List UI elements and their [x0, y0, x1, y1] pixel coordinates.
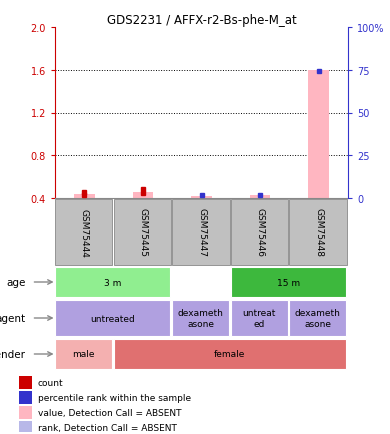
Bar: [289, 199, 347, 266]
Title: GDS2231 / AFFX-r2-Bs-phe-M_at: GDS2231 / AFFX-r2-Bs-phe-M_at: [106, 14, 296, 27]
Text: 15 m: 15 m: [277, 278, 300, 287]
Text: male: male: [72, 350, 95, 358]
Text: GSM75445: GSM75445: [138, 208, 147, 257]
Bar: [55, 199, 112, 266]
Text: GSM75447: GSM75447: [197, 208, 206, 257]
Bar: [308, 71, 329, 198]
Text: untreated: untreated: [90, 314, 135, 323]
Bar: [113, 199, 171, 266]
Bar: [19, 376, 32, 389]
Text: value, Detection Call = ABSENT: value, Detection Call = ABSENT: [38, 408, 181, 418]
Text: count: count: [38, 378, 64, 388]
Bar: [231, 300, 288, 337]
Bar: [55, 268, 170, 297]
Text: GSM75444: GSM75444: [80, 208, 89, 257]
Bar: [74, 194, 94, 198]
Bar: [133, 192, 153, 198]
Bar: [19, 406, 32, 419]
Bar: [55, 300, 170, 337]
Text: dexameth
asone: dexameth asone: [295, 309, 341, 328]
Text: female: female: [214, 350, 246, 358]
Text: age: age: [6, 277, 26, 287]
Text: 3 m: 3 m: [104, 278, 121, 287]
Bar: [191, 197, 212, 198]
Text: untreat
ed: untreat ed: [243, 309, 276, 328]
Bar: [19, 421, 32, 434]
Text: GSM75446: GSM75446: [255, 208, 264, 257]
Bar: [172, 300, 229, 337]
Bar: [19, 391, 32, 404]
Bar: [289, 300, 346, 337]
Text: gender: gender: [0, 349, 26, 359]
Text: GSM75448: GSM75448: [314, 208, 323, 257]
Bar: [250, 195, 270, 198]
Bar: [55, 339, 112, 369]
Bar: [231, 268, 346, 297]
Text: rank, Detection Call = ABSENT: rank, Detection Call = ABSENT: [38, 423, 177, 432]
Bar: [113, 339, 346, 369]
Bar: [172, 199, 230, 266]
Bar: [231, 199, 288, 266]
Text: percentile rank within the sample: percentile rank within the sample: [38, 393, 191, 402]
Text: agent: agent: [0, 313, 26, 323]
Text: dexameth
asone: dexameth asone: [178, 309, 223, 328]
